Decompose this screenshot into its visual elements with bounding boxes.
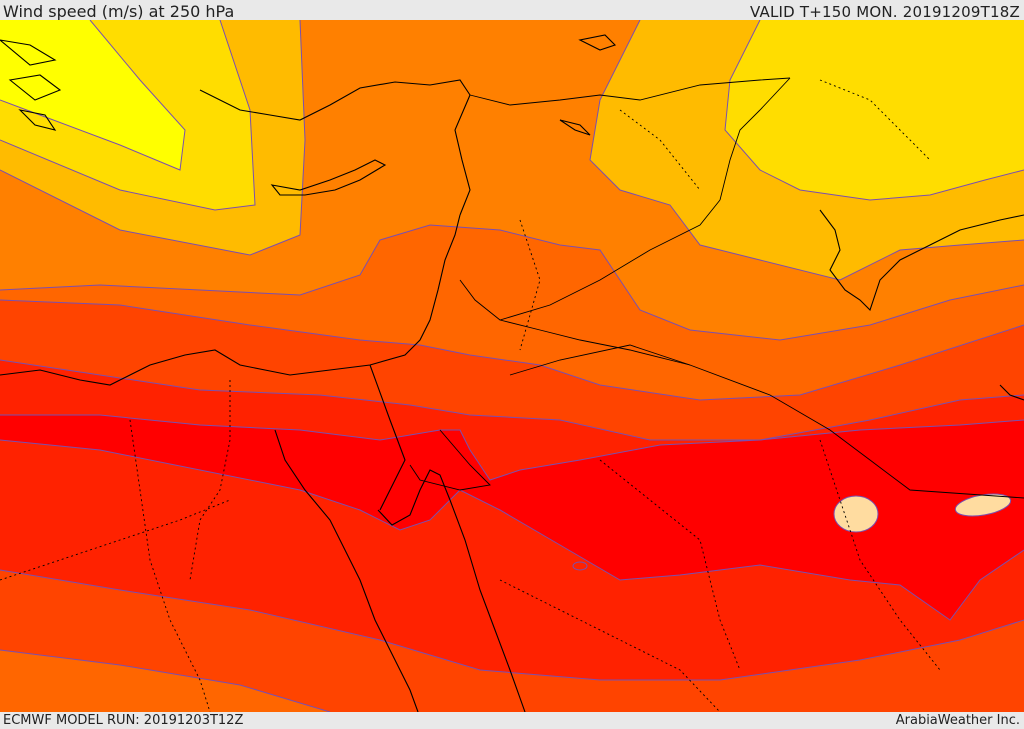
wind-speed-map[interactable]: [0, 20, 1024, 712]
band-low-east: [725, 20, 1024, 200]
band-high-south: [0, 650, 330, 712]
footer-bar: ECMWF MODEL RUN: 20191203T12Z ArabiaWeat…: [0, 712, 1024, 729]
band-higher-south: [0, 570, 1024, 712]
map-title: Wind speed (m/s) at 250 hPa: [3, 2, 235, 21]
small-cell: [572, 561, 588, 571]
valid-time: VALID T+150 MON. 20191209T18Z: [750, 3, 1020, 21]
admin-boundaries: [0, 79, 941, 712]
coastlines: [0, 34, 1024, 712]
peak-pocket-1: [833, 495, 879, 533]
band-lowest-west: [0, 20, 185, 170]
model-run: ECMWF MODEL RUN: 20191203T12Z: [3, 713, 244, 728]
map-canvas: [0, 20, 1024, 712]
credit: ArabiaWeather Inc.: [895, 713, 1020, 728]
contour-lines: [0, 20, 1024, 712]
header-bar: Wind speed (m/s) at 250 hPa VALID T+150 …: [0, 0, 1024, 21]
borders: [409, 77, 1024, 499]
band-max-jet-core: [0, 415, 1024, 620]
